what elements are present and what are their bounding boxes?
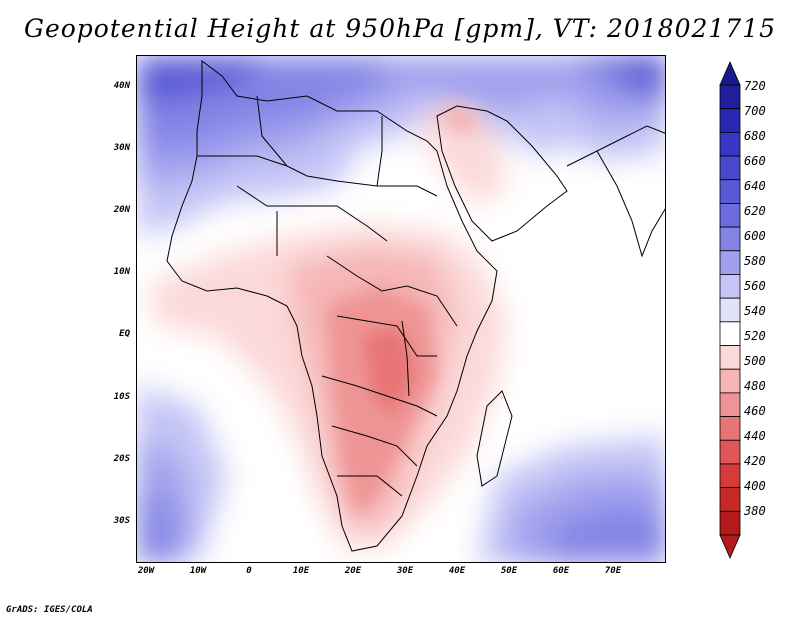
lat-label-40n: 40N (113, 81, 130, 91)
colorbar (719, 60, 741, 560)
lon-label-0: 0 (246, 566, 252, 576)
colorbar-box (719, 203, 741, 228)
grads-credit: GrADS: IGES/COLA (6, 605, 93, 615)
colorbar-label-560: 560 (744, 279, 766, 293)
lat-label-20s: 20S (113, 454, 130, 464)
colorbar-box (719, 510, 741, 536)
colorbar-box (719, 392, 741, 417)
lat-label-10n: 10N (113, 267, 130, 277)
lon-label-20w: 20W (137, 566, 155, 576)
geopotential-field (137, 56, 665, 562)
colorbar-label-640: 640 (744, 179, 766, 193)
lat-label-10s: 10S (113, 392, 130, 402)
colorbar-label-440: 440 (744, 429, 766, 443)
colorbar-box (719, 155, 741, 181)
colorbar-box (719, 250, 741, 275)
lat-label-eq: EQ (119, 329, 130, 339)
colorbar-label-460: 460 (744, 404, 766, 418)
colorbar-label-380: 380 (744, 504, 766, 518)
lon-label-10w: 10W (189, 566, 207, 576)
lon-label-20e: 20E (344, 566, 362, 576)
colorbar-box (719, 487, 741, 512)
colorbar-label-720: 720 (744, 79, 766, 93)
colorbar-box (719, 439, 741, 465)
colorbar-label-660: 660 (744, 154, 766, 168)
coastlines (166, 60, 665, 552)
colorbar-label-540: 540 (744, 304, 766, 318)
colorbar-box (719, 131, 741, 157)
lon-label-40e: 40E (448, 566, 466, 576)
lat-label-30n: 30N (113, 143, 130, 153)
colorbar-label-620: 620 (744, 204, 766, 218)
colorbar-label-600: 600 (744, 229, 766, 243)
colorbar-label-700: 700 (744, 104, 766, 118)
colorbar-label-520: 520 (744, 329, 766, 343)
lat-label-20n: 20N (113, 205, 130, 215)
colorbar-label-500: 500 (744, 354, 766, 368)
colorbar-box (719, 345, 741, 370)
colorbar-bottom-arrow (719, 534, 741, 560)
colorbar-label-420: 420 (744, 454, 766, 468)
colorbar-box (719, 416, 741, 441)
colorbar-box (719, 274, 741, 299)
colorbar-label-400: 400 (744, 479, 766, 493)
colorbar-top-arrow (719, 60, 741, 86)
lon-label-60e: 60E (552, 566, 570, 576)
colorbar-box (719, 368, 741, 394)
colorbar-label-580: 580 (744, 254, 766, 268)
lon-label-10e: 10E (292, 566, 310, 576)
colorbar-label-680: 680 (744, 129, 766, 143)
lon-label-70e: 70E (604, 566, 622, 576)
colorbar-label-480: 480 (744, 379, 766, 393)
colorbar-box (719, 297, 741, 323)
colorbar-box (719, 226, 741, 252)
lon-label-50e: 50E (500, 566, 518, 576)
colorbar-box (719, 84, 741, 110)
colorbar-box (719, 179, 741, 204)
map-title: Geopotential Height at 950hPa [gpm], VT:… (23, 14, 777, 43)
colorbar-box (719, 108, 741, 133)
colorbar-box (719, 463, 741, 489)
map-plot-area (136, 55, 666, 563)
lat-label-30s: 30S (113, 516, 130, 526)
lon-label-30e: 30E (396, 566, 414, 576)
colorbar-box (719, 321, 741, 346)
